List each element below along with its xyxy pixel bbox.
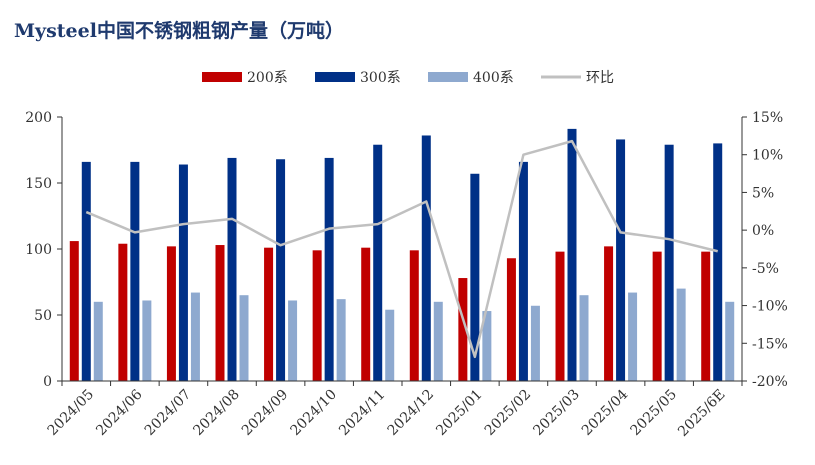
bar-200-2025-02: [506, 258, 516, 381]
x-tick-label-2024-07: 2024/07: [142, 387, 194, 439]
bar-300-2024-07: [178, 164, 188, 381]
bar-400-2024-11: [385, 309, 395, 381]
x-axis-labels: 2024/052024/062024/072024/082024/092024/…: [45, 386, 729, 439]
y-right-tick-label-5: -5%: [752, 261, 779, 277]
bar-300-2024-10: [324, 157, 334, 381]
bars-group: [69, 128, 735, 381]
legend-label-400: 400系: [473, 70, 514, 86]
bar-400-2024-07: [190, 292, 200, 381]
x-tick-label-2024-10: 2024/10: [288, 387, 340, 439]
bar-200-2024-05: [69, 241, 79, 381]
y-right-tick-label-0: 0%: [752, 223, 774, 239]
bar-400-2025-03: [579, 295, 589, 381]
y-left-tick-label-0: 0: [43, 374, 52, 390]
bar-200-2025-6e: [701, 251, 711, 381]
legend-label-: 环比: [586, 70, 614, 86]
line-group: [85, 139, 719, 359]
bar-200-2025-04: [604, 246, 614, 381]
y-right-tick-label-15: -15%: [752, 336, 788, 352]
y-right-tick-label-5: 5%: [752, 185, 774, 201]
x-tick-label-2024-12: 2024/12: [385, 387, 437, 439]
bar-200-2024-07: [166, 246, 176, 381]
bar-300-2024-06: [130, 161, 140, 381]
x-tick-label-2024-11: 2024/11: [336, 387, 388, 439]
bar-200-2025-05: [652, 251, 662, 381]
y-right-tick-label-10: 10%: [752, 148, 783, 164]
x-tick-label-2025-01: 2025/01: [433, 387, 485, 439]
bar-400-2024-10: [336, 299, 346, 381]
bar-200-2025-03: [555, 251, 565, 381]
bar-200-2024-11: [361, 247, 371, 381]
bar-300-2024-08: [227, 157, 237, 381]
bar-200-2024-09: [264, 247, 274, 381]
y-left-tick-label-200: 200: [25, 110, 52, 126]
bar-200-2024-12: [409, 250, 419, 381]
chart-title: Mysteel中国不锈钢粗钢产量（万吨）: [14, 20, 344, 42]
bar-300-2025-05: [664, 144, 674, 381]
axes-group: 0 50 100 150 200 -20% -15% -10% -5% 0% 5% 10% 15%: [25, 110, 788, 390]
y-right-tick-label-15: 15%: [752, 110, 783, 126]
legend-swatch-200: [202, 72, 242, 82]
bar-400-2024-05: [93, 301, 103, 381]
y-right-tick-label-10: -10%: [752, 299, 788, 315]
x-tick-label-2025-03: 2025/03: [530, 387, 582, 439]
bar-400-2025-01: [482, 311, 492, 381]
bar-400-2024-12: [433, 301, 443, 381]
legend-swatch-400: [428, 72, 468, 82]
bar-300-2025-01: [470, 173, 480, 381]
x-tick-label-2025-04: 2025/04: [579, 386, 632, 439]
bar-400-2024-08: [239, 295, 249, 381]
bar-300-2024-11: [373, 144, 383, 381]
x-tick-label-2024-08: 2024/08: [190, 387, 242, 439]
bar-200-2024-10: [312, 250, 322, 381]
x-tick-label-2025-02: 2025/02: [482, 387, 534, 439]
y-right-tick-label-20: -20%: [752, 374, 788, 390]
bar-300-2025-6e: [713, 143, 723, 381]
x-tick-label-2024-09: 2024/09: [239, 387, 291, 439]
bar-300-2025-02: [518, 161, 528, 381]
bar-200-2024-06: [118, 243, 128, 381]
y-left-tick-label-150: 150: [25, 176, 52, 192]
x-tick-label-2024-05: 2024/05: [45, 387, 97, 439]
y-left-tick-label-100: 100: [25, 242, 52, 258]
bar-300-2025-03: [567, 128, 577, 381]
x-tick-label-2025-05: 2025/05: [628, 387, 680, 439]
legend-label-200: 200系: [247, 70, 288, 86]
bar-400-2025-04: [628, 292, 638, 381]
bar-300-2024-09: [276, 159, 286, 381]
legend-swatch-300: [315, 72, 355, 82]
bar-200-2024-08: [215, 245, 225, 381]
bar-400-2024-09: [288, 300, 298, 381]
bar-400-2025-05: [676, 288, 686, 381]
bar-300-2024-05: [81, 161, 91, 381]
y-left-tick-label-50: 50: [34, 308, 52, 324]
legend-label-300: 300系: [360, 70, 401, 86]
bar-300-2025-04: [616, 139, 626, 381]
x-tick-label-2024-06: 2024/06: [93, 386, 146, 439]
bar-300-2024-12: [421, 135, 431, 381]
bar-200-2025-01: [458, 278, 468, 381]
x-tick-label-2025-6e: 2025/6E: [675, 387, 728, 440]
bar-400-2025-6e: [725, 301, 735, 381]
legend: 200系 300系 400系 环比: [202, 70, 614, 86]
series-line-mom: [85, 139, 719, 359]
bar-400-2025-02: [530, 305, 540, 381]
bar-400-2024-06: [142, 300, 152, 381]
